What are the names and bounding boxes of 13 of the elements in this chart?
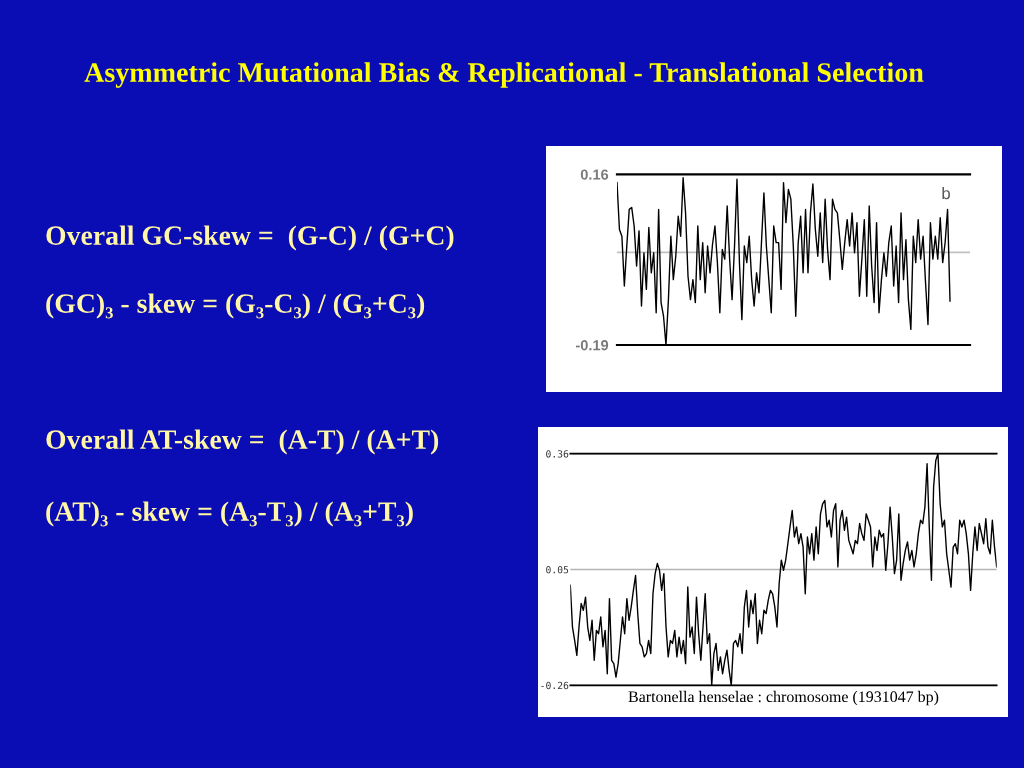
y-tick-label: 0.16 (580, 169, 609, 180)
text: (GC)₃ - skew = (G₃-C₃) / (G₃+C₃) (46, 293, 425, 319)
text: Overall AT-skew = (A-T) / (A+T) (46, 429, 439, 455)
annotation: b (942, 187, 950, 200)
text: (AT)₃ - skew = (A₃-T₃) / (A₃+T₃) (46, 501, 413, 527)
y-tick-label: -0.19 (576, 340, 609, 351)
line-series (570, 453, 997, 686)
y-tick-label: 0.05 (546, 566, 569, 574)
text: Asymmetric Mutational Bias & Replicational - Translational Selection (84, 62, 924, 88)
x-axis-title: Bartonella henselae : chromosome (1931047 bp) (628, 690, 939, 706)
text: Overall GC-skew = (G-C) / (G+C) (46, 225, 454, 251)
y-tick-label: 0.36 (546, 450, 569, 458)
y-tick-label: -0.26 (541, 681, 569, 690)
